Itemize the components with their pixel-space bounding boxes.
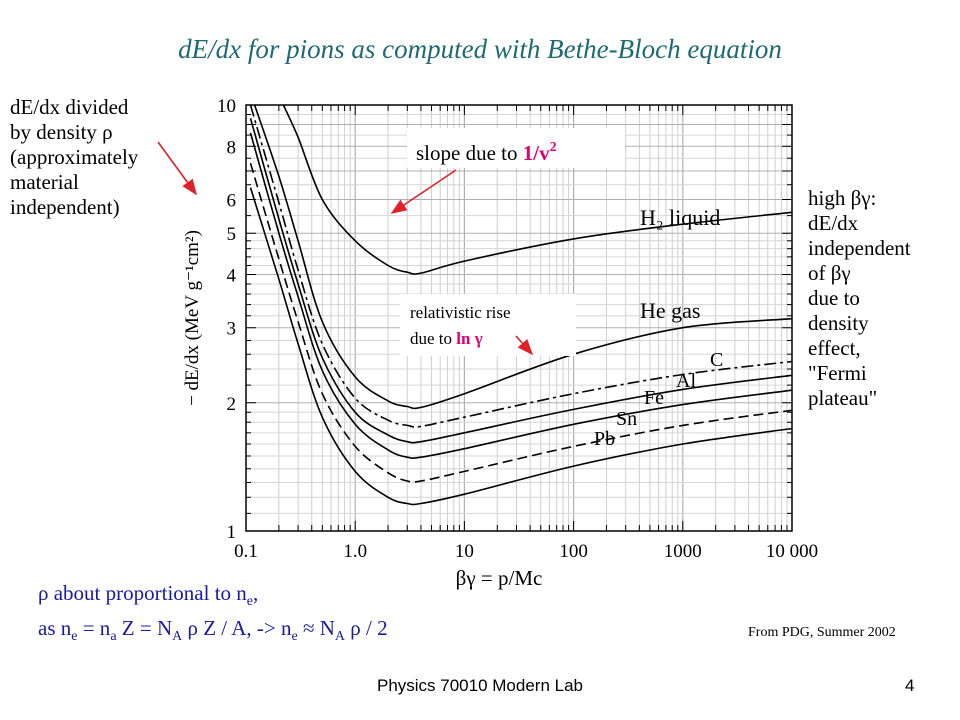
- y-tick-label: 10: [217, 96, 236, 117]
- x-tick-label: 100: [559, 541, 588, 562]
- slope-callout: slope due to 1/v2: [416, 140, 557, 165]
- y-tick-label: 5: [227, 224, 237, 245]
- chart-curves: [249, 104, 793, 506]
- series-label: Pb: [594, 428, 615, 450]
- left-annotation-line: independent): [10, 195, 120, 219]
- chart-labels: 0.1 1.0 10 100 1000 10 000 1 2 3 4 5 6 8 10 βγ = p/Mc −…: [182, 96, 818, 590]
- x-tick-label: 0.1: [234, 541, 258, 562]
- rise-arrow: [515, 335, 534, 356]
- right-annotation-line: of βγ: [808, 261, 851, 285]
- density-proportionality-note: ρ about proportional to ne, as ne = na Z …: [38, 580, 388, 650]
- series-line-pb: [249, 187, 793, 506]
- chart-ticks: [246, 105, 792, 531]
- left-annotation-line: dE/dx divided: [10, 95, 129, 119]
- x-axis-label: βγ = p/Mc: [456, 566, 543, 590]
- rise-callout-box: [400, 294, 576, 356]
- series-label: Al: [676, 370, 696, 392]
- right-annotation-line: due to: [808, 286, 860, 310]
- left-annotation-line: (approximately: [10, 145, 139, 169]
- series-line-hegas: [253, 104, 793, 410]
- series-label: Sn: [616, 408, 637, 430]
- series-line-al: [249, 118, 793, 444]
- y-tick-label: 6: [227, 191, 237, 212]
- page-number: 4: [905, 676, 915, 695]
- right-annotation-line: dE/dx: [808, 211, 859, 235]
- series-label: Fe: [644, 387, 664, 409]
- right-annotation-line: density: [808, 311, 869, 335]
- x-tick-label: 1000: [664, 541, 702, 562]
- series-line-sn: [249, 162, 793, 483]
- series-label: C: [710, 349, 723, 371]
- x-tick-label: 10: [455, 541, 474, 562]
- right-annotation-line: "Fermi: [808, 361, 867, 385]
- series-label: He gas: [640, 298, 700, 323]
- slide-title: dE/dx for pions as computed with Bethe-B…: [178, 34, 782, 64]
- left-annotation-line: material: [10, 170, 79, 194]
- right-annotation: high βγ: dE/dx independent of βγ due to densi…: [808, 186, 953, 411]
- y-axis-label: − dE/dx (MeV g⁻¹cm²): [182, 230, 203, 406]
- x-tick-label: 1.0: [343, 541, 367, 562]
- density-arrow: [157, 141, 197, 196]
- footer-course: Physics 70010 Modern Lab: [376, 676, 584, 695]
- series-line-fe: [249, 132, 793, 459]
- x-tick-label: 10 000: [766, 541, 818, 562]
- rise-callout-line1: relativistic rise: [410, 303, 511, 322]
- slope-callout-box: [407, 128, 625, 168]
- series-label: H₂ liquid: [640, 205, 720, 230]
- left-annotation-line: by density ρ: [10, 120, 113, 144]
- right-annotation-line: high βγ:: [808, 186, 877, 210]
- slope-arrow: [390, 169, 457, 214]
- y-tick-label: 8: [227, 137, 237, 158]
- bottom-note-line1: ρ about proportional to ne,: [38, 581, 259, 610]
- right-annotation-line: independent: [808, 236, 911, 260]
- source-credit: From PDG, Summer 2002: [748, 625, 896, 640]
- y-tick-label: 3: [227, 319, 237, 340]
- y-tick-label: 1: [227, 522, 237, 543]
- right-annotation-line: effect,: [808, 336, 861, 360]
- y-tick-label: 4: [227, 266, 237, 287]
- bottom-note-line2: as ne = na Z = NA ρ Z / A, -> ne ≈ NA ρ …: [38, 616, 388, 645]
- y-tick-label: 2: [227, 394, 237, 415]
- plot-frame: [245, 104, 793, 532]
- series-line-c: [249, 104, 793, 428]
- rise-callout-line2: due to ln γ: [410, 329, 483, 348]
- right-annotation-line: plateau": [808, 386, 878, 410]
- left-annotation: dE/dx divided by density ρ (approximately m…: [10, 95, 185, 220]
- series-line-hliquid: [282, 104, 793, 275]
